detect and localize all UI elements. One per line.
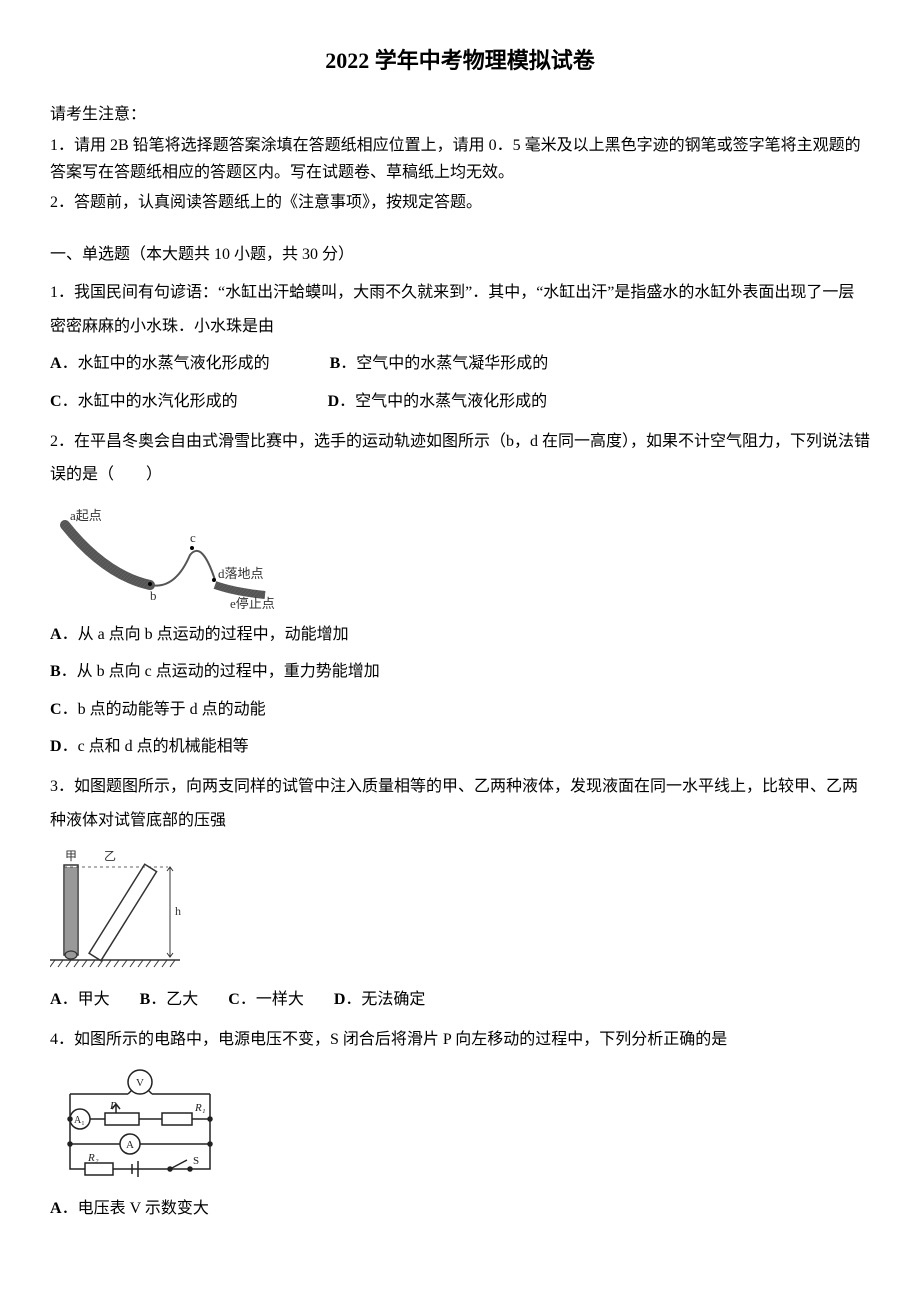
q4-label-v: V (136, 1077, 144, 1089)
q2-option-c: C．b 点的动能等于 d 点的动能 (50, 693, 870, 727)
q4-label-a1: A₁ (74, 1115, 85, 1126)
q2-label-e: e停止点 (230, 596, 275, 610)
q1-option-c: C．水缸中的水汽化形成的 (50, 385, 238, 419)
notice-heading: 请考生注意： (50, 100, 870, 130)
q3-text: 3．如图题图所示，向两支同样的试管中注入质量相等的甲、乙两种液体，发现液面在同一… (50, 770, 870, 837)
q2-label-c: c (190, 530, 196, 545)
q4-figure: V A₁ A P R₁ R₂ S (50, 1064, 870, 1184)
q3-label-left: 甲 (65, 849, 77, 863)
q4-label-r1: R₁ (194, 1102, 206, 1114)
q2-option-d: D．c 点和 d 点的机械能相等 (50, 730, 870, 764)
q2-text: 2．在平昌冬奥会自由式滑雪比赛中，选手的运动轨迹如图所示（b，d 在同一高度），… (50, 425, 870, 492)
q2-label-d: d落地点 (218, 566, 264, 581)
q3-option-a: A．甲大 (50, 983, 110, 1017)
svg-text:b: b (150, 588, 157, 603)
q4-label-s: S (193, 1155, 199, 1167)
q4-option-a: A．电压表 V 示数变大 (50, 1192, 870, 1226)
notice-item-2: 2．答题前，认真阅读答题纸上的《注意事项》，按规定答题。 (50, 189, 870, 216)
q3-option-b: B．乙大 (140, 983, 199, 1017)
q4-label-p: P (109, 1100, 117, 1112)
q1-option-d: D．空气中的水蒸气液化形成的 (328, 385, 548, 419)
q2-option-b: B．从 b 点向 c 点运动的过程中，重力势能增加 (50, 655, 870, 689)
q1-option-b: B．空气中的水蒸气凝华形成的 (330, 347, 549, 381)
q3-figure: 甲 乙 h (50, 845, 870, 975)
section-1-heading: 一、单选题（本大题共 10 小题，共 30 分） (50, 240, 870, 270)
notice-item-1: 1．请用 2B 铅笔将选择题答案涂填在答题纸相应位置上，请用 0．5 毫米及以上… (50, 132, 870, 186)
q3-option-c: C．一样大 (228, 983, 304, 1017)
q4-label-r2: R₂ (87, 1152, 99, 1164)
q4-label-a: A (126, 1139, 134, 1151)
q4-text: 4．如图所示的电路中，电源电压不变，S 闭合后将滑片 P 向左移动的过程中，下列… (50, 1023, 870, 1057)
q3-option-d: D．无法确定 (334, 983, 426, 1017)
q2-option-a: A．从 a 点向 b 点运动的过程中，动能增加 (50, 618, 870, 652)
svg-text:h: h (175, 904, 181, 918)
q2-figure: a起点 b c d落地点 e停止点 (50, 500, 870, 610)
page-title: 2022 学年中考物理模拟试卷 (50, 40, 870, 82)
q1-option-a: AA．水缸中的水蒸气液化形成的．水缸中的水蒸气液化形成的 (50, 347, 270, 381)
q2-label-a: a起点 (70, 508, 102, 523)
q3-label-right: 乙 (104, 849, 116, 863)
q1-text: 1．我国民间有句谚语：“水缸出汗蛤蟆叫，大雨不久就来到”．其中，“水缸出汗”是指… (50, 276, 870, 343)
